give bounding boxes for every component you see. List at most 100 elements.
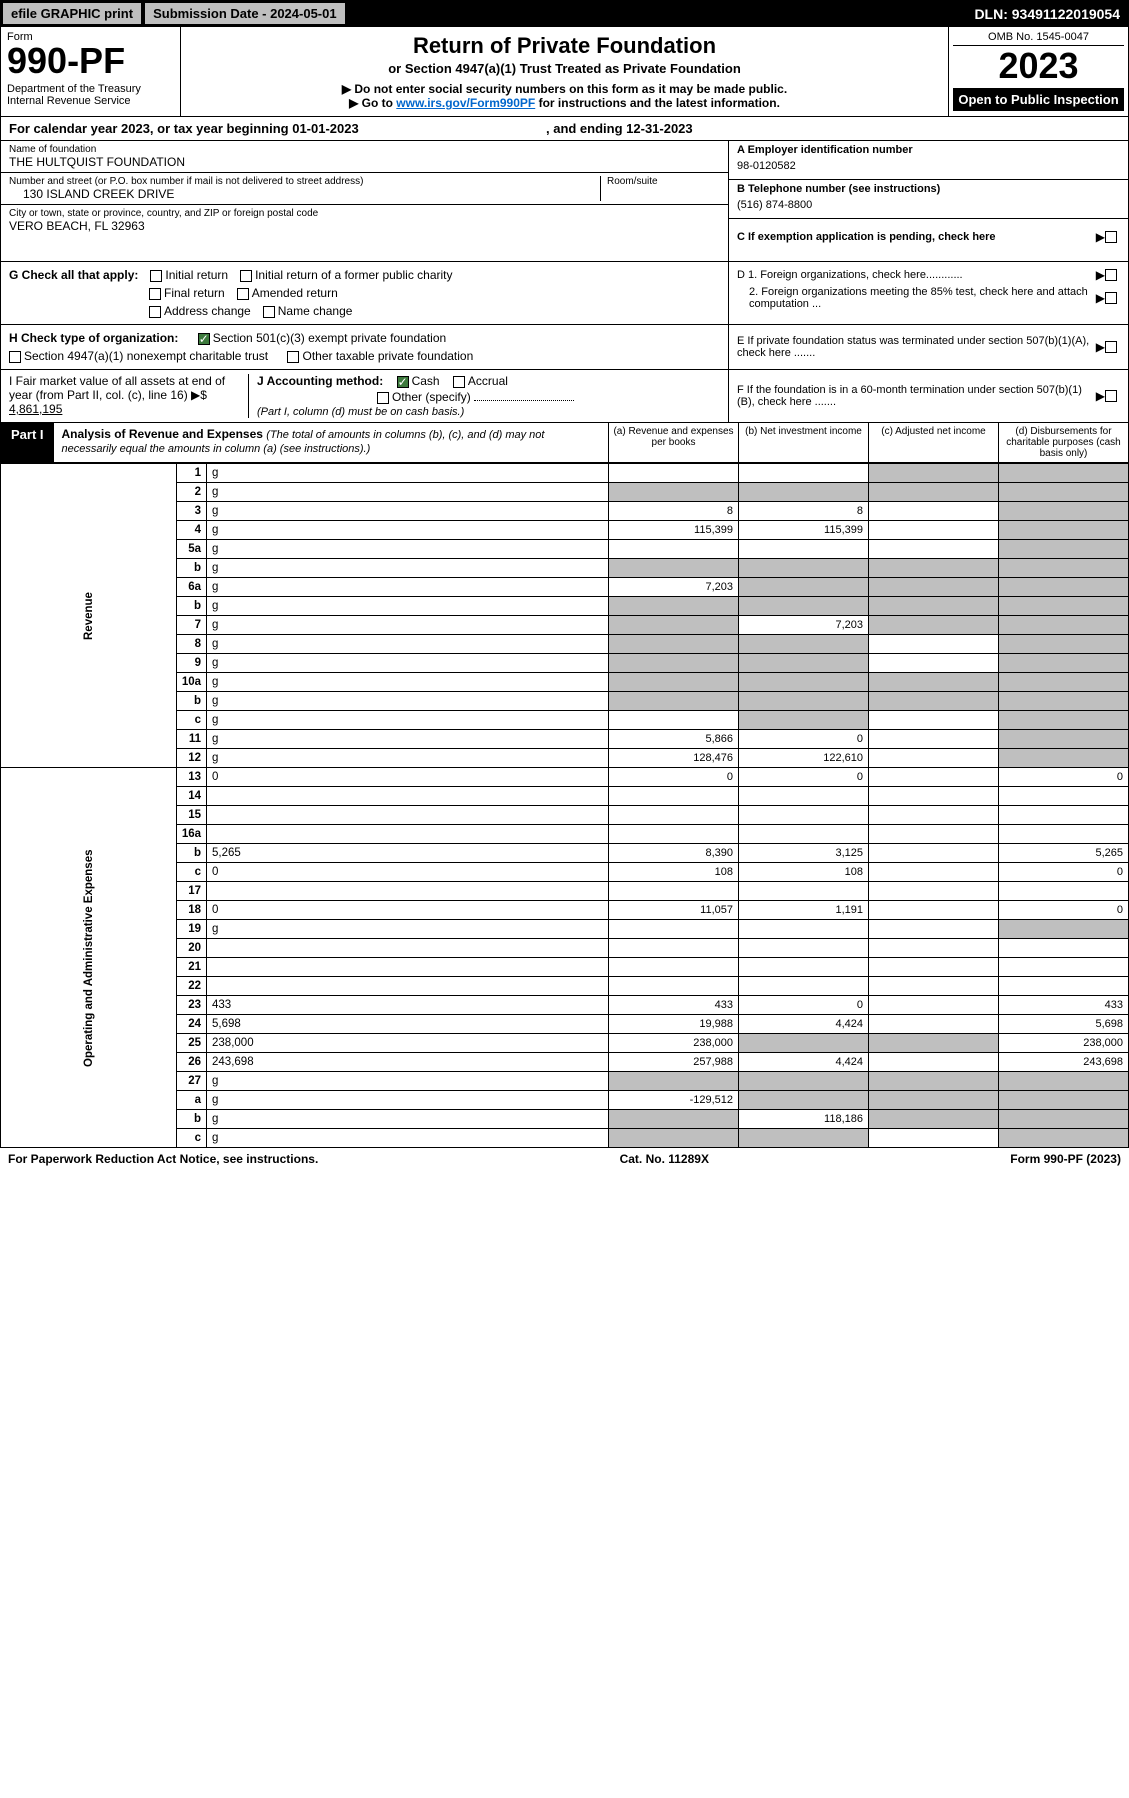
row-number: 10a [176,673,206,692]
row-desc: 0 [207,863,609,882]
j-block: J Accounting method: Cash Accrual Other … [249,374,720,418]
dept-label: Department of the Treasury Internal Reve… [7,83,174,107]
row-desc: g [207,464,609,483]
form-instructions: ▶ Do not enter social security numbers o… [191,82,938,110]
f-checkbox[interactable] [1105,390,1117,402]
expenses-side-label: Operating and Administrative Expenses [1,768,177,1148]
row-desc [207,958,609,977]
row-number: b [176,692,206,711]
e-checkbox[interactable] [1105,341,1117,353]
row-number: 20 [176,939,206,958]
row-desc: g [207,692,609,711]
exemption-checkbox[interactable] [1105,231,1117,243]
amended-return-checkbox[interactable] [237,288,249,300]
row-number: 21 [176,958,206,977]
foundation-name: THE HULTQUIST FOUNDATION [9,155,720,169]
omb-number: OMB No. 1545-0047 [953,31,1124,46]
accrual-checkbox[interactable] [453,376,465,388]
other-tax-checkbox[interactable] [287,351,299,363]
arrow-icon: ▶ [1096,291,1105,305]
table-row: Revenue1g [1,464,1129,483]
addr-change-checkbox[interactable] [149,306,161,318]
addr-change-label: Address change [164,304,251,318]
row-number: 3 [176,502,206,521]
tax-year: 2023 [953,46,1124,86]
efile-print-button[interactable]: efile GRAPHIC print [3,3,141,24]
initial-return-checkbox[interactable] [150,270,162,282]
row-number: c [176,711,206,730]
name-change-checkbox[interactable] [263,306,275,318]
submission-date: Submission Date - 2024-05-01 [145,3,345,24]
s4947-checkbox[interactable] [9,351,21,363]
d1-checkbox[interactable] [1105,269,1117,281]
info-left: Name of foundation THE HULTQUIST FOUNDAT… [1,141,728,261]
phone-label: B Telephone number (see instructions) [737,183,1120,195]
other-specify-checkbox[interactable] [377,392,389,404]
row-desc: 5,265 [207,844,609,863]
calendar-year-row: For calendar year 2023, or tax year begi… [0,117,1129,141]
ein-value: 98-0120582 [737,156,1120,176]
phone-value: (516) 874-8800 [737,195,1120,215]
header-right: OMB No. 1545-0047 2023 Open to Public In… [948,27,1128,116]
row-desc: g [207,1129,609,1148]
row-desc: g [207,1091,609,1110]
row-number: 16a [176,825,206,844]
row-number: b [176,844,206,863]
dln: DLN: 93491122019054 [974,6,1126,22]
final-return-checkbox[interactable] [149,288,161,300]
row-number: 7 [176,616,206,635]
i-label: I Fair market value of all assets at end… [9,374,225,402]
row-number: 19 [176,920,206,939]
row-number: c [176,863,206,882]
part1-title: Analysis of Revenue and Expenses [62,427,263,441]
phone-row: B Telephone number (see instructions) (5… [729,180,1128,219]
row-number: b [176,1110,206,1129]
row-desc: 243,698 [207,1053,609,1072]
city-row: City or town, state or province, country… [1,205,728,261]
s501-checkbox[interactable] [198,333,210,345]
row-number: b [176,597,206,616]
row-desc: g [207,502,609,521]
h-block: H Check type of organization: Section 50… [1,325,728,369]
row-desc: g [207,521,609,540]
row-desc: g [207,597,609,616]
e-label: E If private foundation status was termi… [737,335,1096,359]
ijf-block: I Fair market value of all assets at end… [0,370,1129,423]
accrual-label: Accrual [468,374,508,388]
d2-label: 2. Foreign organizations meeting the 85%… [737,286,1096,310]
part1-desc: Analysis of Revenue and Expenses (The to… [54,423,608,462]
row-number: 12 [176,749,206,768]
form-title: Return of Private Foundation [191,33,938,59]
row-desc: g [207,540,609,559]
d2-checkbox[interactable] [1105,292,1117,304]
row-desc: g [207,635,609,654]
arrow-icon: ▶ [1096,230,1105,244]
row-desc: g [207,730,609,749]
row-number: 5a [176,540,206,559]
col-b-header: (b) Net investment income [738,423,868,462]
row-desc [207,825,609,844]
h-label: H Check type of organization: [9,331,178,345]
other-tax-label: Other taxable private foundation [302,349,473,363]
cat-no: Cat. No. 11289X [620,1152,709,1166]
row-number: 2 [176,483,206,502]
initial-former-checkbox[interactable] [240,270,252,282]
g-block: G Check all that apply: Initial return I… [1,262,728,324]
name-row: Name of foundation THE HULTQUIST FOUNDAT… [1,141,728,173]
row-number: c [176,1129,206,1148]
ein-row: A Employer identification number 98-0120… [729,141,1128,180]
arrow-icon: ▶ [1096,268,1105,282]
cash-checkbox[interactable] [397,376,409,388]
row-number: 11 [176,730,206,749]
form-ref: Form 990-PF (2023) [1010,1152,1121,1166]
main-table: Revenue1g2g3g884g115,399115,3995agbg6ag7… [0,463,1129,1148]
exemption-label: C If exemption application is pending, c… [737,231,1096,243]
name-change-label: Name change [278,304,353,318]
irs-link[interactable]: www.irs.gov/Form990PF [396,96,535,110]
form-number: 990-PF [7,43,174,79]
row-desc [207,882,609,901]
row-desc: 238,000 [207,1034,609,1053]
row-desc [207,806,609,825]
g-d-block: G Check all that apply: Initial return I… [0,262,1129,325]
final-return-label: Final return [164,286,225,300]
